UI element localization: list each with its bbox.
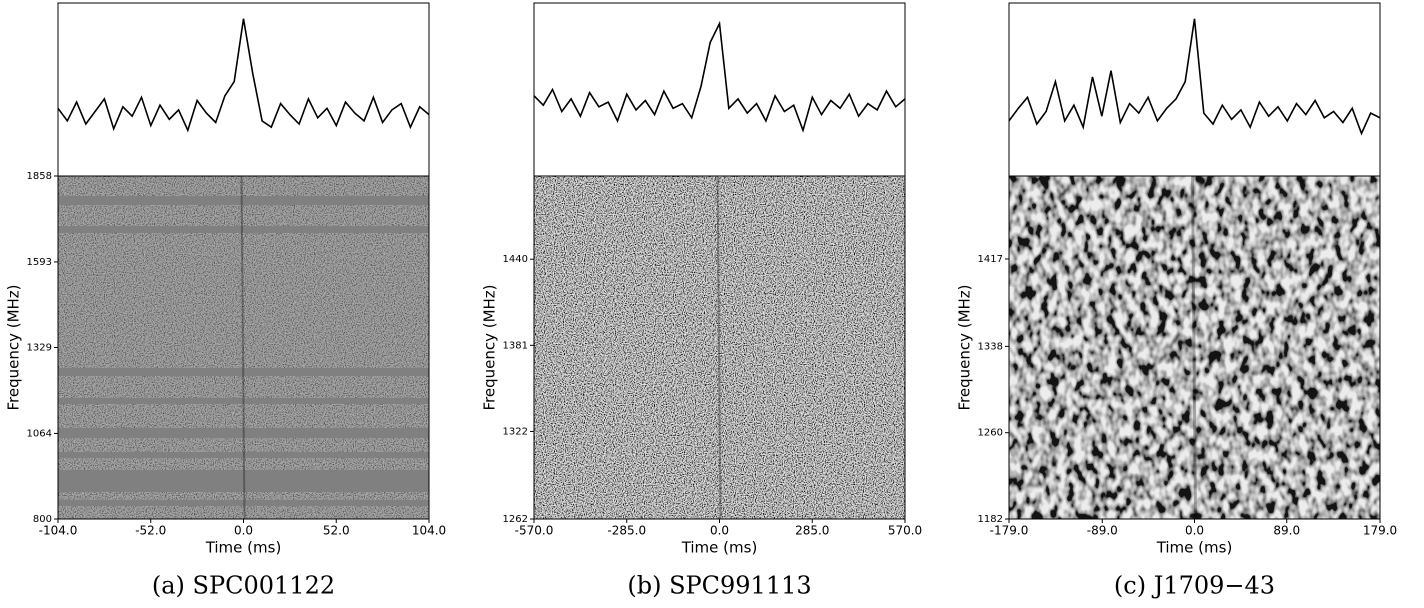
- y-tick-label: 1417: [978, 254, 1003, 265]
- profile-frame: [1008, 2, 1381, 177]
- masked-channels: [58, 428, 429, 438]
- spectrum-noise: [58, 176, 429, 519]
- caption: (a) SPC001122: [152, 572, 335, 600]
- y-tick-label: 1381: [503, 340, 528, 351]
- x-tick-label: 0.0: [234, 524, 253, 538]
- masked-channels: [58, 226, 429, 233]
- x-tick-label: 0.0: [710, 524, 729, 538]
- pulse-track: [240, 175, 246, 520]
- y-tick-label: 1338: [978, 341, 1003, 352]
- masked-channels: [58, 452, 429, 458]
- x-tick-label: 52.0: [323, 524, 350, 538]
- y-tick-label: 1322: [503, 426, 528, 437]
- caption: (c) J1709−43: [1114, 572, 1275, 600]
- masked-channels: [58, 196, 429, 205]
- profile-frame: [57, 2, 430, 177]
- x-tick-label: -570.0: [515, 524, 554, 538]
- y-tick-label: 1260: [978, 428, 1003, 439]
- y-tick-label: 1182: [978, 514, 1003, 525]
- profile-line: [1008, 18, 1381, 136]
- x-tick-label: -89.0: [1087, 524, 1118, 538]
- x-tick-label: -285.0: [607, 524, 646, 538]
- pulse-track: [1191, 175, 1197, 520]
- masked-channels: [58, 398, 429, 404]
- x-tick-label: -52.0: [135, 524, 166, 538]
- spectrum-noise: [1009, 176, 1380, 519]
- y-tick-label: 1064: [27, 428, 52, 439]
- y-axis-label: Frequency (MHz): [956, 284, 974, 410]
- y-tick-label: 800: [33, 514, 52, 525]
- x-axis-label: Time (ms): [205, 539, 282, 557]
- profile-frame: [533, 2, 906, 177]
- x-tick-label: -179.0: [990, 524, 1029, 538]
- x-tick-label: 179.0: [1363, 524, 1397, 538]
- masked-channels: [58, 368, 429, 376]
- y-axis-label: Frequency (MHz): [481, 284, 499, 410]
- profile-line: [533, 20, 906, 133]
- spectrum-noise: [534, 176, 905, 519]
- x-tick-label: 285.0: [795, 524, 829, 538]
- panel: -104.0 -52.0 0.0 52.0 104.0 800 1064 1329 1593 18…: [5, 2, 446, 600]
- panel: -179.0 -89.0 0.0 89.0 179.0 1182 1260 1338 1417 T…: [956, 2, 1397, 600]
- x-axis-label: Time (ms): [1156, 539, 1233, 557]
- x-tick-label: -104.0: [39, 524, 78, 538]
- y-axis-label: Frequency (MHz): [5, 284, 23, 410]
- x-tick-label: 0.0: [1185, 524, 1204, 538]
- y-tick-label: 1440: [503, 254, 528, 265]
- x-axis-label: Time (ms): [681, 539, 758, 557]
- masked-channels: [58, 470, 429, 492]
- profile-line: [57, 18, 430, 133]
- masked-channels: [58, 500, 429, 506]
- y-tick-label: 1329: [27, 343, 52, 354]
- y-tick-label: 1593: [27, 257, 52, 268]
- y-tick-label: 1858: [27, 171, 52, 182]
- x-tick-label: 570.0: [888, 524, 922, 538]
- caption: (b) SPC991113: [627, 572, 811, 600]
- pulse-track: [716, 175, 722, 520]
- x-tick-label: 89.0: [1273, 524, 1300, 538]
- x-tick-label: 104.0: [412, 524, 446, 538]
- panel: -570.0 -285.0 0.0 285.0 570.0 1262 1322 1381 144…: [481, 2, 922, 600]
- y-tick-label: 1262: [503, 514, 528, 525]
